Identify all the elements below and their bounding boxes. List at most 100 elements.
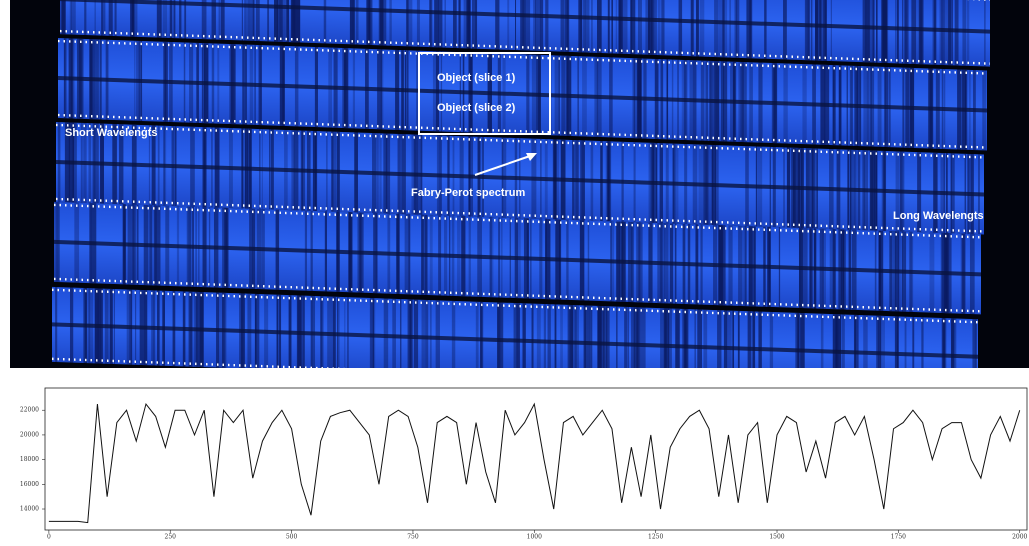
- absorption-line: [831, 0, 832, 61]
- plot: 0 250 500 750 1000 1250 1500 1750 2000 14000 16000…: [20, 404, 1028, 540]
- absorption-line: [722, 0, 724, 57]
- absorption-line: [94, 0, 96, 35]
- absorption-line: [429, 0, 430, 47]
- absorption-line: [645, 0, 649, 55]
- absorption-line: [173, 0, 174, 38]
- absorption-line: [384, 0, 387, 46]
- absorption-line: [458, 0, 460, 48]
- absorption-line: [515, 0, 516, 50]
- x-tick-label: 2000: [1012, 534, 1027, 541]
- absorption-line: [608, 0, 610, 53]
- label: Short Wavelengts: [65, 127, 158, 139]
- absorption-line: [367, 0, 370, 45]
- absorption-line: [526, 0, 530, 51]
- absorption-line: [815, 0, 819, 61]
- absorption-line: [869, 0, 874, 63]
- absorption-line: [472, 0, 476, 49]
- absorption-line: [933, 0, 936, 65]
- absorption-line: [661, 0, 664, 55]
- absorption-line: [616, 0, 617, 54]
- absorption-line: [714, 0, 718, 57]
- absorption-line: [379, 0, 384, 45]
- absorption-line: [948, 0, 951, 65]
- absorption-line: [101, 0, 105, 36]
- data-line: [49, 404, 1020, 523]
- absorption-line: [567, 0, 570, 52]
- absorption-line: [453, 0, 457, 48]
- absorption-line: [84, 0, 86, 35]
- absorption-line: [611, 0, 613, 53]
- absorption-line: [157, 0, 162, 38]
- x-tick-label: 1250: [648, 534, 663, 541]
- absorption-line: [583, 0, 586, 53]
- absorption-line: [618, 0, 621, 54]
- absorption-line: [467, 0, 470, 48]
- absorption-line: [897, 0, 899, 63]
- absorption-line: [700, 0, 705, 57]
- absorption-line: [580, 0, 582, 52]
- absorption-line: [955, 0, 959, 66]
- label: Long Wavelengts: [893, 210, 984, 222]
- absorption-line: [109, 0, 113, 36]
- absorption-line: [408, 0, 413, 46]
- x-tick-label: 1750: [891, 534, 906, 541]
- y-tick-label: 18000: [20, 456, 39, 463]
- absorption-line: [655, 0, 657, 55]
- absorption-line: [819, 0, 822, 61]
- absorption-line: [184, 0, 186, 39]
- y-tick-label: 16000: [20, 481, 39, 488]
- absorption-line: [919, 0, 923, 64]
- absorption-line: [163, 0, 168, 38]
- absorption-line: [71, 0, 76, 35]
- x-tick-label: 500: [286, 534, 298, 541]
- absorption-line: [507, 0, 509, 50]
- y-tick-label: 14000: [20, 506, 39, 513]
- x-tick-label: 750: [407, 534, 419, 541]
- absorption-line: [865, 0, 869, 62]
- absorption-line: [942, 0, 947, 65]
- absorption-line: [170, 0, 172, 38]
- absorption-line: [545, 0, 548, 51]
- plot-frame: [45, 388, 1027, 530]
- x-tick-label: 1500: [769, 534, 784, 541]
- absorption-line: [356, 0, 359, 45]
- absorption-line: [586, 0, 590, 53]
- absorption-line: [895, 0, 897, 63]
- absorption-line: [736, 0, 740, 58]
- figure: Object (slice 1) Object (slice 2) Short …: [0, 0, 1029, 541]
- absorption-line: [651, 0, 655, 55]
- absorption-line: [464, 0, 467, 48]
- absorption-line: [876, 0, 877, 63]
- absorption-line: [911, 0, 916, 64]
- x-tick-label: 1000: [527, 534, 542, 541]
- absorption-line: [561, 0, 565, 52]
- absorption-line: [597, 0, 602, 53]
- absorption-line: [658, 0, 661, 55]
- label: Fabry-Perot spectrum: [411, 187, 526, 199]
- absorption-line: [807, 0, 809, 60]
- absorption-line: [679, 0, 683, 56]
- absorption-line: [764, 0, 766, 59]
- absorption-line: [61, 0, 65, 34]
- absorption-line: [535, 0, 539, 51]
- absorption-line: [591, 0, 593, 53]
- absorption-line: [350, 0, 355, 44]
- absorption-line: [179, 0, 181, 38]
- absorption-line: [822, 0, 826, 61]
- x-tick-label: 0: [47, 534, 51, 541]
- absorption-line: [638, 0, 642, 54]
- y-tick-label: 22000: [20, 407, 39, 414]
- absorption-line: [952, 0, 953, 65]
- absorption-line: [438, 0, 442, 47]
- absorption-line: [696, 0, 699, 56]
- absorption-line: [623, 0, 628, 54]
- absorption-line: [746, 0, 751, 58]
- absorption-line: [540, 0, 543, 51]
- absorption-line: [115, 0, 117, 36]
- absorption-line: [434, 0, 439, 47]
- x-tick-label: 250: [165, 534, 177, 541]
- label: Object (slice 2): [437, 102, 516, 114]
- absorption-line: [967, 0, 969, 66]
- absorption-line: [718, 0, 722, 57]
- absorption-line: [883, 0, 887, 63]
